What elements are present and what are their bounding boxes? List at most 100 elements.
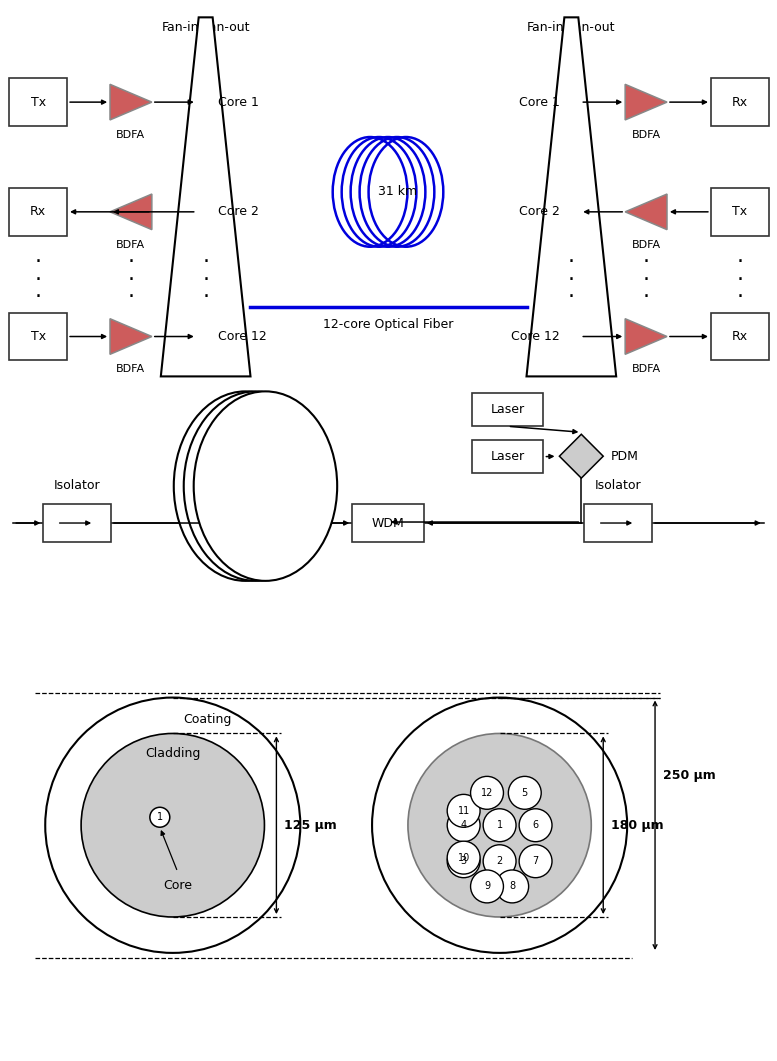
Polygon shape [110,84,152,120]
Text: ·: · [202,269,209,290]
Circle shape [448,841,480,874]
Circle shape [496,870,528,903]
Text: Cladding: Cladding [145,747,200,760]
Text: Core 1: Core 1 [218,95,259,108]
Circle shape [45,697,301,953]
Text: ·: · [127,286,134,307]
Text: BDFA: BDFA [117,240,145,249]
Text: ·: · [35,251,42,272]
Text: 8: 8 [509,882,515,891]
Text: 11: 11 [458,805,470,816]
Text: 2: 2 [497,856,503,866]
Circle shape [448,845,480,877]
Circle shape [483,808,516,841]
Text: Core 12: Core 12 [510,330,559,343]
Text: Tx: Tx [732,206,747,219]
Text: ·: · [127,251,134,272]
Text: ·: · [127,269,134,290]
Bar [44,504,111,542]
Polygon shape [625,318,667,354]
Text: 200 m: 200 m [229,502,270,515]
Text: 10: 10 [458,853,470,863]
Polygon shape [161,17,250,377]
Text: Core 12: Core 12 [218,330,267,343]
Text: ·: · [737,286,744,307]
Circle shape [448,795,480,828]
Ellipse shape [183,392,327,580]
Polygon shape [110,318,152,354]
Text: 31 km: 31 km [378,186,417,198]
Text: 3: 3 [461,856,467,866]
Bar [9,313,67,361]
Text: ·: · [643,286,650,307]
Circle shape [408,733,591,917]
Circle shape [81,733,264,917]
Text: BDFA: BDFA [117,364,145,375]
Text: 180 μm: 180 μm [611,819,664,832]
Text: BDFA: BDFA [632,364,660,375]
Text: 1: 1 [497,820,503,830]
Text: Rx: Rx [30,206,47,219]
Bar [9,188,67,236]
Circle shape [471,870,503,903]
Text: ·: · [568,269,575,290]
Text: BDFA: BDFA [632,131,660,140]
Text: ·: · [643,251,650,272]
Bar [472,394,543,427]
Text: Fan-in/Fan-out: Fan-in/Fan-out [527,21,615,34]
Text: 125 μm: 125 μm [284,819,337,832]
Text: ·: · [202,286,209,307]
Text: Bismuth-doped: Bismuth-doped [199,457,300,471]
Text: ·: · [568,251,575,272]
Bar [352,504,424,542]
Text: Optical Fiber: Optical Fiber [207,480,292,492]
Polygon shape [527,17,616,377]
Circle shape [150,807,170,828]
Bar [711,313,768,361]
Text: ·: · [35,269,42,290]
Text: Isolator: Isolator [595,480,642,492]
Text: Core 2: Core 2 [218,206,259,219]
Text: 12: 12 [481,788,493,798]
Bar [472,440,543,473]
Bar [584,504,652,542]
Circle shape [448,808,480,841]
Text: Laser: Laser [490,403,524,416]
Circle shape [483,845,516,877]
Text: Tx: Tx [31,95,46,108]
Text: Core: Core [163,879,192,891]
Text: 250 μm: 250 μm [663,769,716,782]
Text: Rx: Rx [732,95,747,108]
Circle shape [372,697,627,953]
Text: Fan-in/Fan-out: Fan-in/Fan-out [162,21,250,34]
Circle shape [519,808,552,841]
Text: 6: 6 [532,820,538,830]
Text: Coating: Coating [183,713,232,726]
Polygon shape [625,84,667,120]
Bar [711,188,768,236]
Text: ·: · [35,286,42,307]
Polygon shape [625,194,667,229]
Circle shape [508,777,542,810]
Text: 7: 7 [532,856,538,866]
Circle shape [471,777,503,810]
Text: Laser: Laser [490,450,524,464]
Text: Isolator: Isolator [54,480,100,492]
Text: ·: · [737,251,744,272]
Text: 1: 1 [157,813,163,822]
Polygon shape [110,194,152,229]
Text: 9: 9 [484,882,490,891]
Circle shape [519,845,552,877]
Text: ·: · [643,269,650,290]
Bar [9,79,67,126]
Text: BDFA: BDFA [117,131,145,140]
Ellipse shape [174,392,317,580]
Text: Core 1: Core 1 [518,95,559,108]
Text: ·: · [202,251,209,272]
Ellipse shape [193,392,337,580]
Text: Core 2: Core 2 [518,206,559,219]
Text: WDM: WDM [371,517,404,529]
Text: BDFA: BDFA [632,240,660,249]
Text: 12-core Optical Fiber: 12-core Optical Fiber [322,318,453,331]
Text: ·: · [568,286,575,307]
